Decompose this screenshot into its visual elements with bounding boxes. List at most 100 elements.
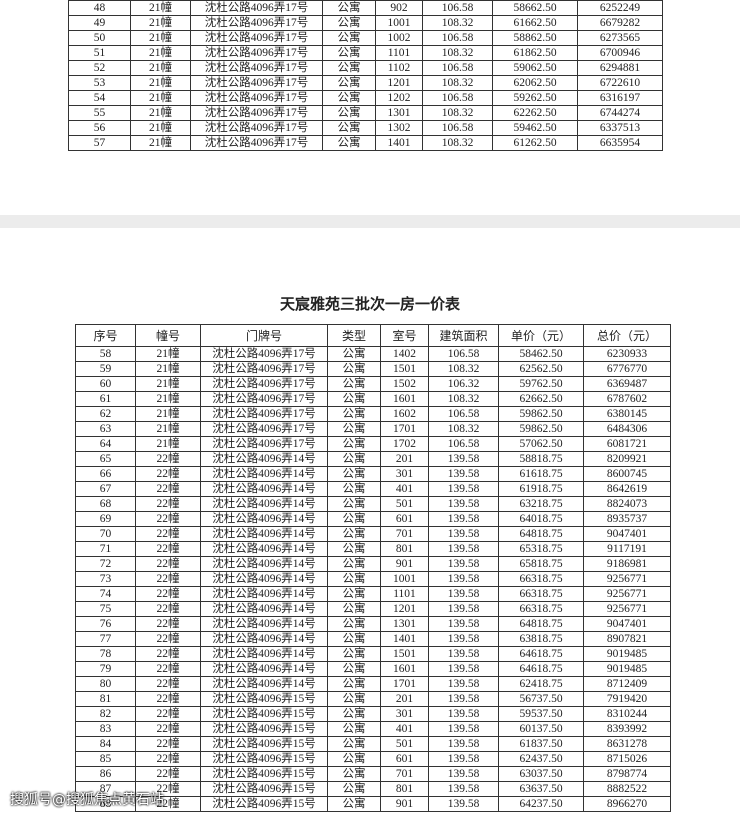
table-cell: 6273565 <box>577 30 663 46</box>
table-cell: 沈杜公路4096弄14号 <box>200 676 328 692</box>
table-cell: 沈杜公路4096弄14号 <box>200 496 328 512</box>
table-cell: 22幢 <box>135 541 201 557</box>
table-cell: 公寓 <box>327 451 381 467</box>
table-cell: 108.32 <box>422 75 493 91</box>
table-cell: 64618.75 <box>498 646 584 662</box>
table-cell: 公寓 <box>327 751 381 767</box>
header-cell: 门牌号 <box>200 324 328 347</box>
table-cell: 公寓 <box>322 60 376 76</box>
table-cell: 1201 <box>375 75 423 91</box>
table-row: 81 22幢 沈杜公路4096弄15号 公寓 201 139.58 56737.50 7919… <box>75 691 671 707</box>
table-cell: 21幢 <box>130 30 191 46</box>
table-cell: 75 <box>75 601 136 617</box>
table-cell: 公寓 <box>322 30 376 46</box>
table-cell: 6635954 <box>577 135 663 151</box>
table-cell: 沈杜公路4096弄14号 <box>200 631 328 647</box>
table-cell: 139.58 <box>428 541 499 557</box>
table-cell: 59537.50 <box>498 706 584 722</box>
table-cell: 21幢 <box>130 45 191 61</box>
table-cell: 8600745 <box>583 466 671 482</box>
table-cell: 501 <box>380 496 429 512</box>
table-cell: 106.58 <box>422 0 493 16</box>
table-row: 68 22幢 沈杜公路4096弄14号 公寓 501 139.58 63218.75 8824… <box>75 496 671 512</box>
table-cell: 22幢 <box>135 586 201 602</box>
table-cell: 108.32 <box>428 391 499 407</box>
table-cell: 106.58 <box>422 90 493 106</box>
table-cell: 沈杜公路4096弄17号 <box>190 120 323 136</box>
table-cell: 沈杜公路4096弄15号 <box>200 706 328 722</box>
table-cell: 8935737 <box>583 511 671 527</box>
table-cell: 901 <box>380 796 429 812</box>
price-table: 48 21幢 沈杜公路4096弄17号 公寓 902 106.58 58662.50 6252… <box>68 0 663 151</box>
table-cell: 22幢 <box>135 751 201 767</box>
table-cell: 1001 <box>380 571 429 587</box>
table-cell: 公寓 <box>327 496 381 512</box>
table-cell: 1301 <box>375 105 423 121</box>
table-cell: 8907821 <box>583 631 671 647</box>
table-cell: 401 <box>380 721 429 737</box>
table-cell: 沈杜公路4096弄15号 <box>200 691 328 707</box>
table-cell: 公寓 <box>327 691 381 707</box>
table-cell: 6700946 <box>577 45 663 61</box>
table-cell: 139.58 <box>428 796 499 812</box>
table-cell: 59 <box>75 361 136 377</box>
table-row: 71 22幢 沈杜公路4096弄14号 公寓 801 139.58 65318.75 9117… <box>75 541 671 557</box>
table-cell: 6337513 <box>577 120 663 136</box>
table-cell: 65818.75 <box>498 556 584 572</box>
table-cell: 沈杜公路4096弄17号 <box>200 376 328 392</box>
table-cell: 沈杜公路4096弄15号 <box>200 751 328 767</box>
table-cell: 66318.75 <box>498 571 584 587</box>
table-cell: 8715026 <box>583 751 671 767</box>
table-cell: 65318.75 <box>498 541 584 557</box>
table-cell: 139.58 <box>428 556 499 572</box>
table-cell: 公寓 <box>322 135 376 151</box>
table-cell: 62437.50 <box>498 751 584 767</box>
table-row: 64 21幢 沈杜公路4096弄17号 公寓 1702 106.58 57062.50 608… <box>75 436 671 452</box>
table-cell: 6484306 <box>583 421 671 437</box>
table-cell: 59462.50 <box>492 120 578 136</box>
table-cell: 59862.50 <box>498 406 584 422</box>
table-row: 61 21幢 沈杜公路4096弄17号 公寓 1601 108.32 62662.50 678… <box>75 391 671 407</box>
price-table: 序号 幢号 门牌号 类型 室号 建筑面积 单价（元） 总价（元） 58 21幢 沈杜公路4096弄1… <box>75 324 671 812</box>
table-cell: 601 <box>380 751 429 767</box>
table-row: 79 22幢 沈杜公路4096弄14号 公寓 1601 139.58 64618.75 901… <box>75 661 671 677</box>
table-cell: 6776770 <box>583 361 671 377</box>
table-cell: 公寓 <box>322 120 376 136</box>
table-cell: 8631278 <box>583 736 671 752</box>
table-cell: 6679282 <box>577 15 663 31</box>
table-cell: 63 <box>75 421 136 437</box>
table-cell: 公寓 <box>327 646 381 662</box>
table-cell: 54 <box>68 90 131 106</box>
table-cell: 22幢 <box>135 781 201 797</box>
table-row: 65 22幢 沈杜公路4096弄14号 公寓 201 139.58 58818.75 8209… <box>75 451 671 467</box>
table-cell: 106.58 <box>428 436 499 452</box>
table-cell: 59762.50 <box>498 376 584 392</box>
table-cell: 1401 <box>380 631 429 647</box>
table-row: 85 22幢 沈杜公路4096弄15号 公寓 601 139.58 62437.50 8715… <box>75 751 671 767</box>
table-cell: 106.58 <box>422 30 493 46</box>
table-cell: 8798774 <box>583 766 671 782</box>
table-cell: 64237.50 <box>498 796 584 812</box>
table-cell: 901 <box>380 556 429 572</box>
table-cell: 沈杜公路4096弄14号 <box>200 616 328 632</box>
table-cell: 21幢 <box>135 436 201 452</box>
table-row: 69 22幢 沈杜公路4096弄14号 公寓 601 139.58 64018.75 8935… <box>75 511 671 527</box>
table-cell: 8310244 <box>583 706 671 722</box>
table-cell: 83 <box>75 721 136 737</box>
table-cell: 139.58 <box>428 571 499 587</box>
table-cell: 21幢 <box>135 361 201 377</box>
table-cell: 63637.50 <box>498 781 584 797</box>
table-cell: 701 <box>380 766 429 782</box>
table-cell: 沈杜公路4096弄14号 <box>200 661 328 677</box>
table-cell: 6081721 <box>583 436 671 452</box>
table-cell: 沈杜公路4096弄15号 <box>200 766 328 782</box>
table-cell: 401 <box>380 481 429 497</box>
table-cell: 52 <box>68 60 131 76</box>
table-cell: 66318.75 <box>498 586 584 602</box>
table-cell: 139.58 <box>428 751 499 767</box>
table-cell: 801 <box>380 541 429 557</box>
table-cell: 63818.75 <box>498 631 584 647</box>
table-cell: 8882522 <box>583 781 671 797</box>
table-row: 87 22幢 沈杜公路4096弄15号 公寓 801 139.58 63637.50 8882… <box>75 781 671 797</box>
